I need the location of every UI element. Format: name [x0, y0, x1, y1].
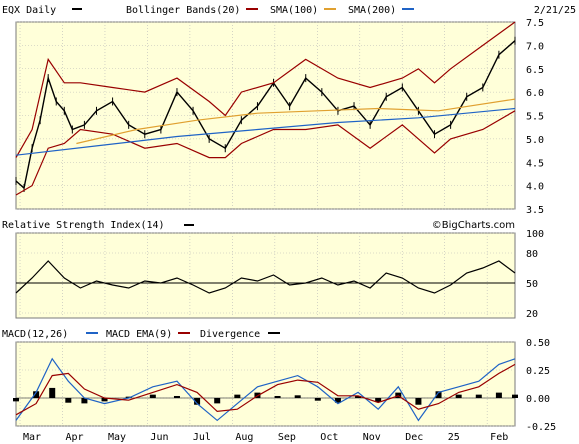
divergence-bar [13, 398, 19, 402]
divergence-bar [173, 395, 180, 398]
y-tick-label: 100 [526, 229, 544, 240]
x-tick-label: Aug [235, 432, 253, 443]
y-tick-label: 7.5 [526, 18, 544, 29]
x-tick-label: 25 [448, 432, 460, 443]
series-line [15, 21, 516, 158]
y-tick-label: 50 [526, 279, 538, 290]
divergence-bar [334, 398, 341, 403]
divergence-bar [475, 394, 482, 398]
divergence-bar [455, 394, 462, 398]
series-line [15, 363, 516, 416]
divergence-bar [149, 394, 156, 398]
y-tick-label: 0.25 [526, 366, 550, 377]
y-tick-label: 80 [526, 249, 538, 260]
legend-label: Bollinger Bands(20) [126, 5, 240, 16]
y-tick-label: 0.50 [526, 338, 550, 349]
y-tick-label: 5.0 [526, 135, 544, 146]
series-line [15, 357, 516, 422]
x-tick-label: Feb [490, 432, 508, 443]
chart-date: 2/21/25 [534, 5, 576, 16]
divergence-bar [234, 394, 241, 398]
watermark: ©BigCharts.com [432, 220, 515, 231]
y-tick-label: 20 [526, 309, 538, 320]
divergence-bar [435, 391, 442, 398]
panel-background [15, 232, 516, 319]
divergence-bar [274, 395, 281, 398]
divergence-bar [375, 398, 382, 403]
x-tick-label: Oct [320, 432, 338, 443]
x-tick-label: Mar [23, 432, 41, 443]
series-line [15, 260, 516, 294]
x-tick-label: Dec [405, 432, 423, 443]
macd-ema-label: MACD EMA(9) [106, 329, 172, 340]
legend-label: SMA(200) [348, 5, 396, 16]
y-tick-label: -0.25 [526, 422, 556, 433]
series-line [15, 110, 516, 196]
divergence-bar [495, 392, 502, 398]
x-tick-label: Jun [150, 432, 168, 443]
legend-label: SMA(100) [270, 5, 318, 16]
series-line [76, 98, 516, 145]
divergence-bar [49, 387, 56, 398]
y-tick-label: 6.5 [526, 65, 544, 76]
y-tick-label: 5.5 [526, 112, 544, 123]
divergence-bar [415, 398, 422, 405]
series-line [15, 40, 516, 190]
divergence-bar [194, 398, 201, 405]
divergence-bar [125, 396, 132, 398]
y-tick-label: 4.5 [526, 158, 544, 169]
x-tick-label: May [108, 432, 126, 443]
y-tick-label: 7.0 [526, 41, 544, 52]
macd-title: MACD(12,26) [2, 329, 68, 340]
divergence-bar [33, 391, 40, 398]
y-tick-label: 6.0 [526, 88, 544, 99]
divergence-label: Divergence [200, 329, 260, 340]
divergence-bar [214, 398, 221, 404]
divergence-bar [294, 395, 301, 398]
divergence-bar [355, 395, 362, 398]
divergence-bar [81, 398, 88, 404]
x-tick-label: Nov [363, 432, 381, 443]
divergence-bar [101, 398, 108, 402]
x-tick-label: Sep [278, 432, 296, 443]
divergence-bar [65, 398, 72, 403]
divergence-bar [512, 394, 518, 398]
x-tick-label: Apr [65, 432, 83, 443]
series-line [15, 107, 516, 156]
x-tick-label: Jul [193, 432, 211, 443]
chart-title: EQX Daily [2, 5, 56, 16]
rsi-title: Relative Strength Index(14) [2, 220, 165, 231]
y-tick-label: 0.00 [526, 394, 550, 405]
y-tick-label: 4.0 [526, 182, 544, 193]
y-tick-label: 3.5 [526, 205, 544, 216]
divergence-bar [314, 398, 321, 401]
